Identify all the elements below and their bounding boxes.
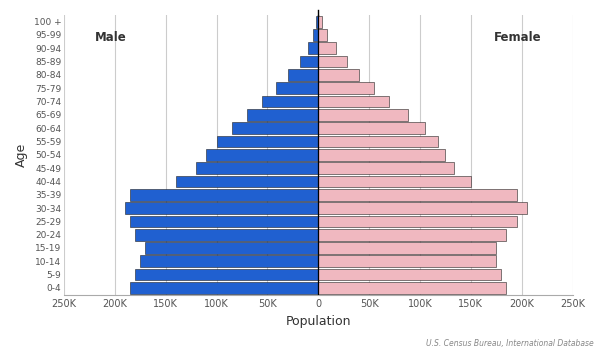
Bar [130,189,318,201]
Bar [318,56,347,68]
Text: Male: Male [94,31,126,44]
Bar [318,82,374,94]
Bar [135,269,318,280]
Bar [130,282,318,294]
Bar [318,69,359,81]
Bar [318,16,322,28]
Text: Female: Female [494,31,542,44]
Bar [318,122,425,134]
Bar [313,29,318,41]
Bar [196,162,318,174]
Bar [300,56,318,68]
Bar [217,135,318,147]
Bar [318,216,517,227]
Bar [318,149,445,161]
Bar [247,109,318,121]
Bar [318,229,506,240]
Text: U.S. Census Bureau, International Database: U.S. Census Bureau, International Databa… [426,339,594,348]
Bar [288,69,318,81]
Bar [318,96,389,107]
Bar [176,176,318,187]
Bar [130,216,318,227]
Bar [318,189,517,201]
Bar [262,96,318,107]
Y-axis label: Age: Age [15,143,28,167]
Bar [318,109,408,121]
Bar [135,229,318,240]
X-axis label: Population: Population [286,315,351,328]
Bar [318,242,496,254]
Bar [318,162,454,174]
Bar [318,42,335,54]
Bar [206,149,318,161]
Bar [318,135,438,147]
Bar [275,82,318,94]
Bar [308,42,318,54]
Bar [318,282,506,294]
Bar [318,176,471,187]
Bar [318,202,527,214]
Bar [316,16,318,28]
Bar [125,202,318,214]
Bar [318,269,502,280]
Bar [140,256,318,267]
Bar [145,242,318,254]
Bar [318,256,496,267]
Bar [318,29,328,41]
Bar [232,122,318,134]
